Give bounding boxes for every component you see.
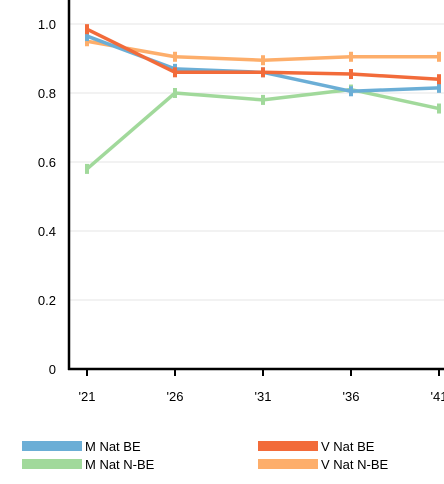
data-point: [349, 51, 353, 62]
data-point: [173, 67, 177, 78]
legend-swatch: [258, 459, 318, 469]
data-point: [349, 69, 353, 80]
data-point: [85, 31, 89, 42]
y-tick-label: 0: [49, 362, 56, 377]
series-layer: [85, 24, 441, 174]
y-tick-label: 0.8: [38, 86, 56, 101]
legend-swatch: [258, 441, 318, 451]
x-tick-label: '26: [167, 389, 184, 404]
y-tick-label: 0.2: [38, 293, 56, 308]
data-point: [261, 67, 265, 78]
x-tick-label: '36: [343, 389, 360, 404]
legend-label: V Nat N-BE: [321, 456, 389, 472]
data-point: [261, 55, 265, 66]
legend-swatch: [22, 459, 82, 469]
data-point: [85, 163, 89, 174]
x-tick-label: '21: [79, 389, 96, 404]
legend-label: M Nat BE: [85, 438, 141, 454]
data-point: [437, 103, 441, 114]
data-point: [173, 51, 177, 62]
legend-item-v-nat-n-be: V Nat N-BE: [258, 455, 388, 473]
data-point: [437, 74, 441, 85]
legend-label: M Nat N-BE: [85, 456, 155, 472]
data-point: [437, 51, 441, 62]
data-point: [173, 88, 177, 98]
x-tick-label: '41: [431, 389, 444, 404]
legend-label: V Nat BE: [321, 438, 375, 454]
x-tick-label: '31: [255, 389, 272, 404]
y-tick-label: 0.6: [38, 155, 56, 170]
data-point: [437, 82, 441, 93]
line-chart: 0 0.2 0.4 0.6 0.8 1.0 '21 '26 '31 '36 '41: [38, 0, 444, 404]
y-tick-label: 1.0: [38, 17, 56, 32]
legend-item-m-nat-be: M Nat BE: [22, 437, 141, 455]
data-point: [349, 86, 353, 97]
legend-item-v-nat-be: V Nat BE: [258, 437, 374, 455]
y-tick-label: 0.4: [38, 224, 56, 239]
data-point: [85, 24, 89, 35]
legend: M Nat BE V Nat BE M Nat N-BE V Nat N-BE: [0, 434, 444, 484]
data-point: [85, 36, 89, 47]
legend-swatch: [22, 441, 82, 451]
x-axis-ticks: '21 '26 '31 '36 '41: [79, 369, 444, 404]
grid-lines: [69, 23, 444, 301]
data-point: [261, 94, 265, 105]
y-axis-ticks: 0 0.2 0.4 0.6 0.8 1.0: [38, 17, 56, 377]
legend-item-m-nat-n-be: M Nat N-BE: [22, 455, 154, 473]
